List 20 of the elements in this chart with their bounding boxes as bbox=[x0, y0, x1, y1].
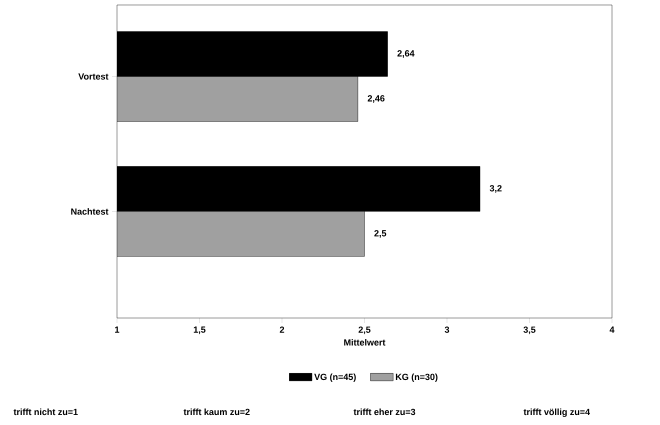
x-tick-label: 2,5 bbox=[358, 326, 370, 334]
data-label: 2,46 bbox=[368, 95, 385, 103]
text: trifft völlig zu=4 bbox=[524, 408, 590, 417]
text: trifft kaum zu=2 bbox=[184, 408, 250, 416]
y-tick-label: Vortest bbox=[78, 73, 108, 80]
data-label: 2,5 bbox=[374, 230, 386, 238]
legend-label: KG (n=30) bbox=[396, 373, 438, 382]
x-tick-label: 1 bbox=[115, 326, 120, 333]
legend-label: VG (n=45) bbox=[314, 373, 356, 382]
x-axis-title: Mittelwert bbox=[344, 339, 386, 346]
x-tick-label: 3,5 bbox=[523, 326, 536, 334]
data-label: 3,2 bbox=[490, 185, 502, 193]
x-tick-label: 3 bbox=[444, 326, 450, 333]
text: trifft eher zu=3 bbox=[354, 408, 416, 416]
x-tick-label: 2 bbox=[280, 326, 284, 333]
x-tick-label: 4 bbox=[610, 326, 614, 333]
text: trifft nicht zu=1 bbox=[14, 408, 78, 416]
data-label: 2,64 bbox=[397, 50, 415, 58]
x-tick-label: 1,5 bbox=[194, 326, 206, 334]
y-tick-label: Nachtest bbox=[71, 208, 108, 215]
